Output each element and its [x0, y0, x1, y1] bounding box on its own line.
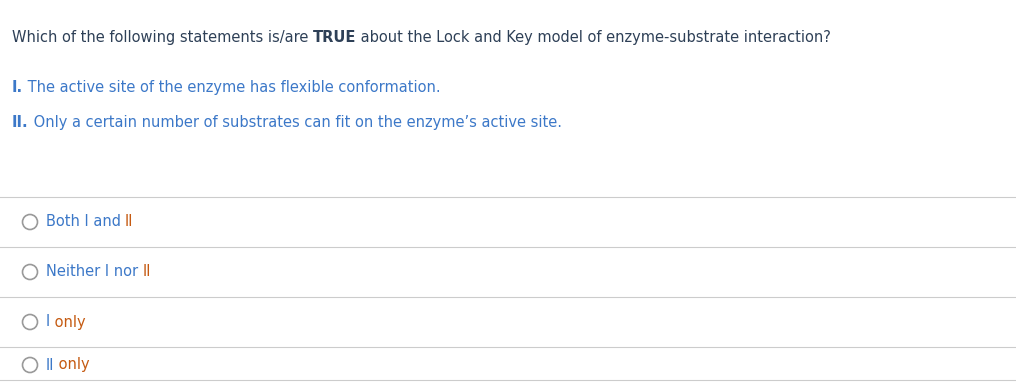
Text: Only a certain number of substrates can fit on the enzyme’s active site.: Only a certain number of substrates can … [28, 115, 562, 130]
Text: TRUE: TRUE [313, 30, 357, 45]
Text: only: only [54, 358, 89, 372]
Text: I.: I. [12, 80, 23, 95]
Text: Both I and: Both I and [46, 215, 125, 230]
Text: only: only [50, 314, 85, 330]
Text: Neither I nor: Neither I nor [46, 264, 142, 280]
Text: I: I [46, 314, 50, 330]
Text: Which of the following statements is/are: Which of the following statements is/are [12, 30, 313, 45]
Text: II: II [46, 358, 54, 372]
Text: about the Lock and Key model of enzyme-substrate interaction?: about the Lock and Key model of enzyme-s… [357, 30, 831, 45]
Text: II: II [125, 215, 134, 230]
Text: The active site of the enzyme has flexible conformation.: The active site of the enzyme has flexib… [23, 80, 441, 95]
Text: II.: II. [12, 115, 28, 130]
Text: II: II [142, 264, 150, 280]
